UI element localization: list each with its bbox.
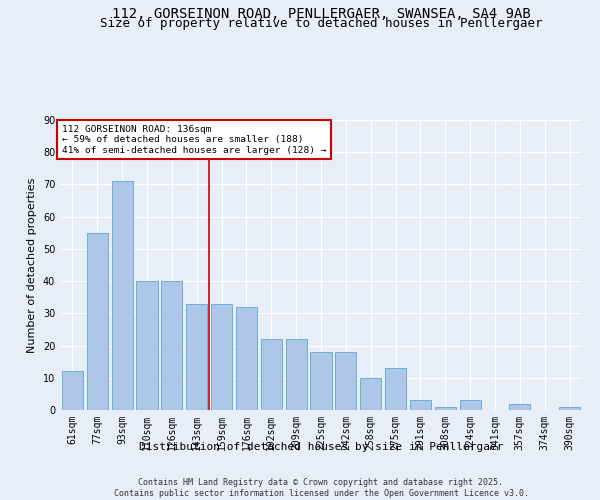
Bar [136, 281, 158, 410]
Bar [286, 339, 307, 410]
Y-axis label: Number of detached properties: Number of detached properties [27, 178, 37, 352]
Bar [360, 378, 381, 410]
Bar [335, 352, 356, 410]
Bar [186, 304, 207, 410]
Bar [161, 281, 182, 410]
Text: 112 GORSEINON ROAD: 136sqm
← 59% of detached houses are smaller (188)
41% of sem: 112 GORSEINON ROAD: 136sqm ← 59% of deta… [62, 125, 326, 154]
Bar [211, 304, 232, 410]
Bar [236, 307, 257, 410]
Bar [261, 339, 282, 410]
Bar [87, 233, 108, 410]
Bar [509, 404, 530, 410]
Text: Contains HM Land Registry data © Crown copyright and database right 2025.
Contai: Contains HM Land Registry data © Crown c… [113, 478, 529, 498]
Bar [410, 400, 431, 410]
Bar [460, 400, 481, 410]
Bar [435, 407, 456, 410]
Text: Distribution of detached houses by size in Penllergaer: Distribution of detached houses by size … [139, 442, 503, 452]
Bar [385, 368, 406, 410]
Bar [62, 372, 83, 410]
Text: 112, GORSEINON ROAD, PENLLERGAER, SWANSEA, SA4 9AB: 112, GORSEINON ROAD, PENLLERGAER, SWANSE… [112, 8, 530, 22]
Bar [559, 407, 580, 410]
Bar [112, 181, 133, 410]
Text: Size of property relative to detached houses in Penllergaer: Size of property relative to detached ho… [100, 18, 542, 30]
Bar [310, 352, 332, 410]
